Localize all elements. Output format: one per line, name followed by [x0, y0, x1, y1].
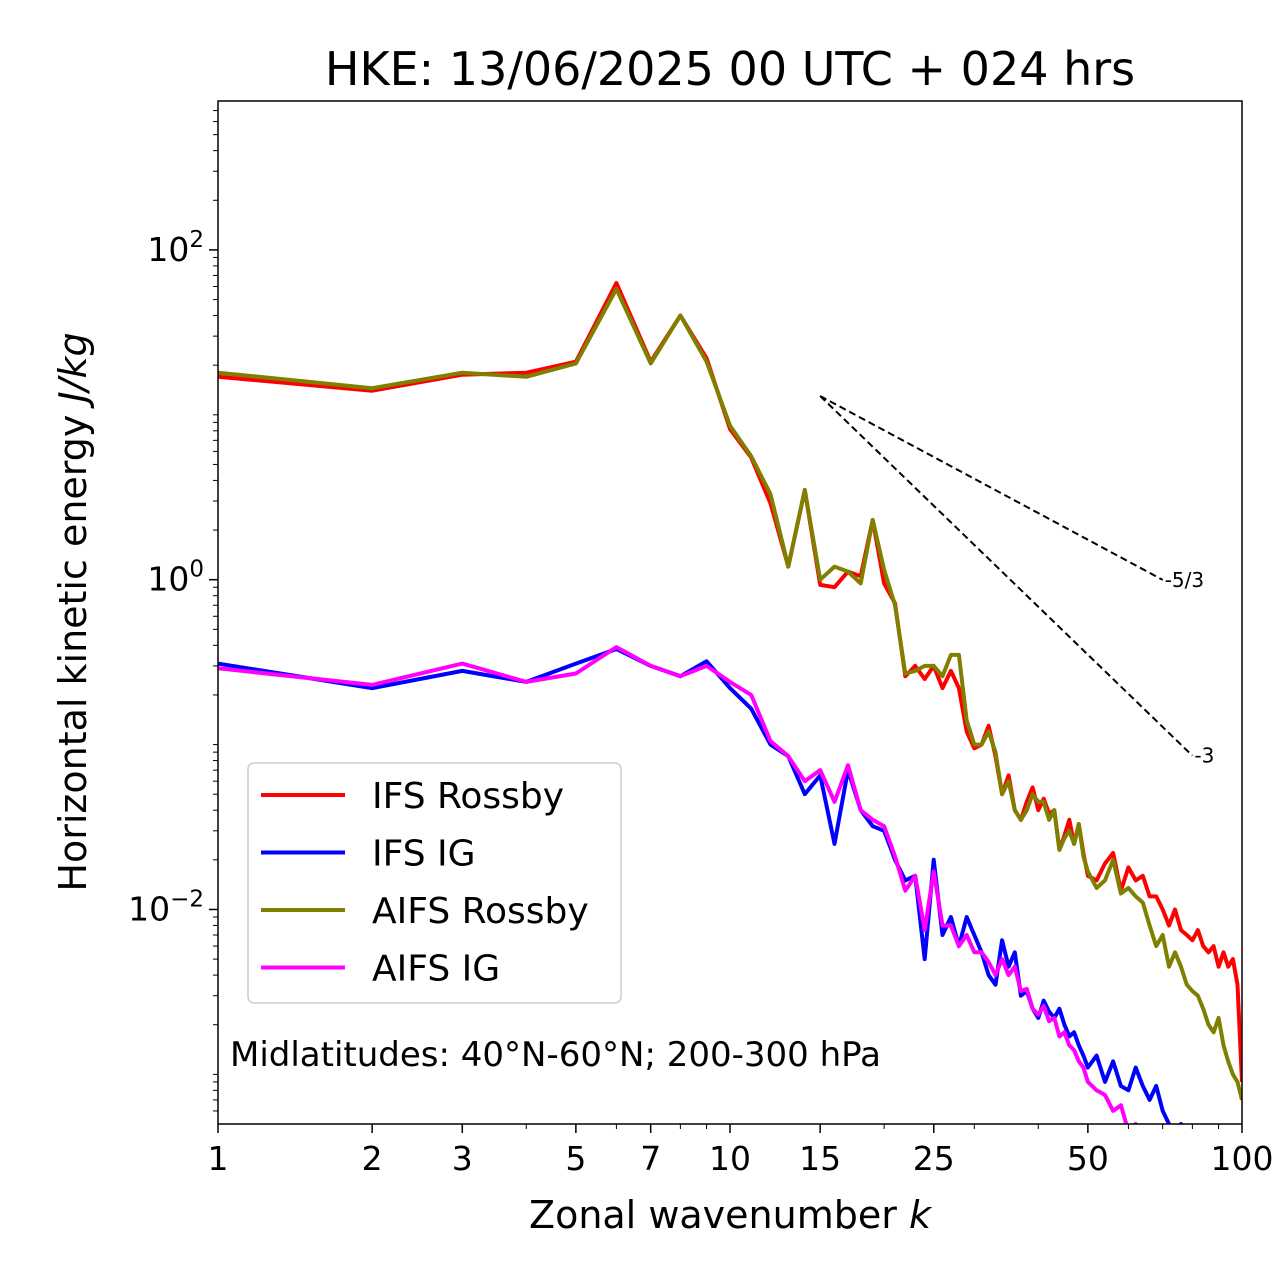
y-tick-label: 100: [147, 557, 204, 599]
series-line-aifs-ig: [218, 645, 1138, 1124]
legend-label: IFS IG: [372, 834, 476, 875]
y-tick-label: 102: [147, 227, 204, 269]
x-tick-label: 50: [1067, 1139, 1109, 1178]
x-tick-label: 25: [913, 1139, 955, 1178]
x-tick-label: 3: [452, 1139, 473, 1178]
series-lines: [218, 281, 1242, 1124]
reference-line-label: -3: [1194, 744, 1214, 768]
chart-title: HKE: 13/06/2025 00 UTC + 024 hrs: [325, 42, 1135, 96]
legend: IFS Rossby IFS IG AIFS Rossby AIFS IG: [247, 762, 622, 1004]
x-tick-label: 10: [709, 1139, 751, 1178]
x-tick-label: 2: [362, 1139, 383, 1178]
reference-line: [819, 395, 1164, 581]
legend-box: [247, 762, 622, 1004]
reference-line-label: -5/3: [1165, 568, 1204, 592]
y-axis: 102 100 10−2: [128, 110, 218, 1112]
x-axis: 1 2 3 5 7 10 15 25 50 100: [208, 1124, 1274, 1178]
legend-label: AIFS Rossby: [372, 891, 589, 932]
x-tick-label: 5: [565, 1139, 586, 1178]
legend-label: AIFS IG: [372, 949, 500, 990]
x-tick-label: 7: [640, 1139, 661, 1178]
x-tick-label: 1: [208, 1139, 229, 1178]
y-tick-label: 10−2: [128, 886, 204, 928]
legend-label: IFS Rossby: [372, 776, 564, 817]
region-annotation: Midlatitudes: 40°N-60°N; 200-300 hPa: [230, 1035, 881, 1075]
series-line-aifs-rossby: [218, 286, 1242, 1101]
x-tick-label: 15: [799, 1139, 841, 1178]
reference-line: [819, 395, 1194, 757]
y-axis-label: Horizontal kinetic energy J/kg: [51, 332, 95, 891]
slope-reference-lines: -5/3 -3: [819, 395, 1214, 768]
x-axis-label: Zonal wavenumber k: [529, 1193, 933, 1237]
x-tick-label: 100: [1211, 1139, 1274, 1178]
